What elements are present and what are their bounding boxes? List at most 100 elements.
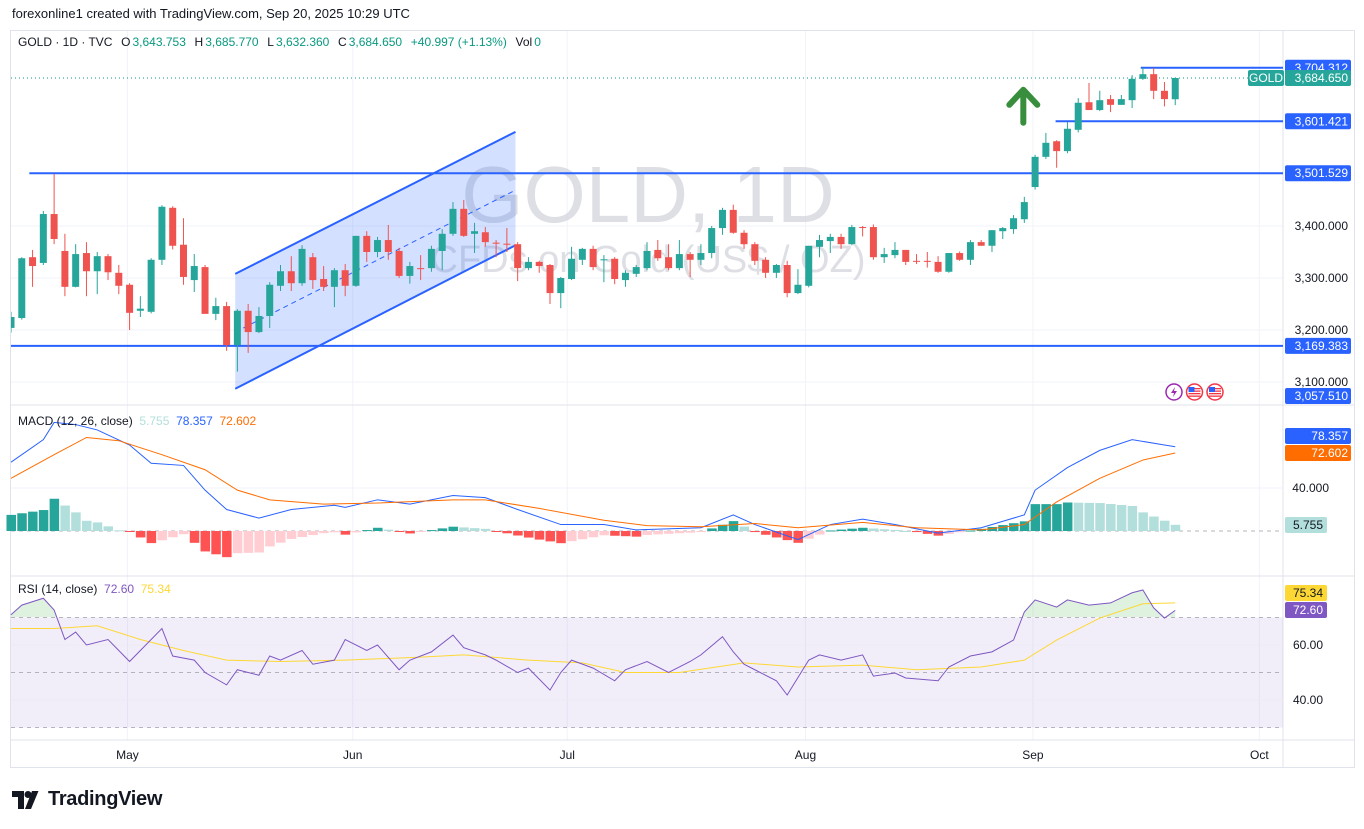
macd-title: MACD (12, 26, close): [18, 414, 133, 428]
flag-stripe: [1209, 395, 1221, 397]
rsi-tick-label: 40.00: [1293, 693, 1323, 707]
candle: [374, 236, 382, 258]
channel-lower-line[interactable]: [234, 244, 516, 390]
macd-legend[interactable]: MACD (12, 26, close) 5.755 78.357 72.602: [18, 414, 256, 428]
candle-body: [179, 244, 187, 277]
rsi-overbought-fill: [11, 590, 1176, 617]
time-tick-label: Sep: [1022, 748, 1044, 762]
macd-histogram-bar: [1170, 524, 1181, 531]
macd-value-tag: 78.357: [1311, 429, 1348, 443]
flag-canton: [1188, 387, 1195, 392]
rsi-ma-value: 75.34: [140, 582, 171, 596]
macd-histogram-bar: [1041, 504, 1051, 531]
low-label: L: [267, 35, 274, 49]
candle: [223, 301, 231, 351]
candle-body: [902, 249, 910, 262]
candle: [11, 311, 15, 333]
macd-pane: [6, 421, 1283, 558]
macd-histogram-bar: [405, 531, 415, 534]
axes: 3,400.0003,300.0003,200.0003,100.0003,70…: [116, 59, 1351, 762]
macd-histogram-bar: [297, 531, 308, 538]
candle-body: [1160, 90, 1168, 100]
candle: [1139, 67, 1147, 80]
macd-histogram-bar: [146, 531, 157, 544]
channel-middle-line[interactable]: [234, 189, 516, 333]
candle: [158, 205, 166, 265]
candle-body: [891, 249, 899, 256]
candle-body: [449, 208, 457, 234]
candle: [945, 253, 953, 273]
flag-canton: [1209, 387, 1215, 392]
candle-body: [880, 254, 888, 258]
candle-body: [72, 254, 80, 287]
flag-stripe: [1188, 393, 1201, 395]
macd-histogram-bar: [437, 528, 448, 531]
drawings-layer[interactable]: [10, 66, 1283, 390]
grid-lines: [11, 31, 1355, 768]
candle-body: [201, 267, 209, 314]
candle: [212, 297, 220, 321]
candle-body: [708, 228, 716, 254]
macd-histogram-bar: [1019, 521, 1030, 531]
candle-body: [1042, 142, 1050, 157]
candle-body: [665, 257, 673, 269]
candle: [848, 224, 856, 246]
candle: [320, 266, 328, 291]
candle: [1031, 154, 1039, 190]
hist-value-tag: 5.755: [1293, 518, 1323, 532]
candle: [611, 257, 619, 285]
candle: [880, 247, 888, 263]
candle-body: [654, 249, 662, 259]
rsi-legend[interactable]: RSI (14, close) 72.60 75.34: [18, 582, 171, 596]
candle: [643, 242, 651, 271]
candle-body: [611, 258, 619, 280]
candle: [740, 230, 748, 249]
lightning-icon[interactable]: [1165, 383, 1183, 401]
price-tag-bg: [1285, 388, 1351, 404]
candle-body: [363, 235, 371, 252]
candle-body: [794, 284, 802, 294]
macd-histogram-bar: [6, 514, 16, 531]
candle: [18, 257, 26, 320]
candle-body: [859, 227, 867, 229]
candle-body: [136, 308, 144, 311]
macd-histogram-bar: [653, 531, 663, 535]
tradingview-logo[interactable]: TradingView: [12, 788, 162, 811]
macd-histogram-bar: [1149, 516, 1159, 531]
candle: [309, 253, 317, 289]
macd-histogram-bar: [901, 531, 911, 532]
macd-histogram-bar: [60, 505, 70, 531]
high-value: 3,685.770: [205, 35, 259, 49]
us-flag-icon[interactable]: [1206, 383, 1224, 401]
macd-line: [10, 421, 1176, 541]
candle-body: [816, 240, 823, 247]
macd-histogram-bar: [92, 522, 103, 531]
macd-histogram-bar: [502, 531, 512, 534]
candle: [427, 245, 435, 272]
candle: [729, 204, 737, 234]
macd-signal-value: 72.602: [219, 414, 257, 428]
macd-histogram-bar: [556, 531, 566, 544]
price-tag: 3,501.529: [1295, 166, 1349, 180]
macd-histogram-bar: [1084, 502, 1094, 531]
candle-body: [29, 257, 37, 267]
events-layer[interactable]: [1165, 383, 1224, 401]
candle-body: [869, 227, 877, 258]
macd-histogram-bar: [200, 531, 211, 552]
symbol-name[interactable]: GOLD · 1D · TVC: [18, 35, 113, 49]
candle: [341, 263, 349, 297]
channel-upper-line[interactable]: [234, 130, 516, 275]
macd-histogram-bar: [534, 531, 545, 540]
candle-body: [1085, 102, 1093, 111]
us-flag-icon[interactable]: [1185, 383, 1204, 401]
candle-body: [115, 272, 123, 286]
candle-body: [805, 245, 813, 286]
arrow-up-icon[interactable]: [1006, 86, 1041, 126]
macd-histogram-bar: [448, 526, 458, 531]
candle-body: [223, 306, 231, 346]
macd-histogram-bar: [664, 531, 674, 534]
candle-body: [568, 258, 576, 280]
candle: [460, 200, 468, 237]
candle: [1020, 196, 1028, 223]
